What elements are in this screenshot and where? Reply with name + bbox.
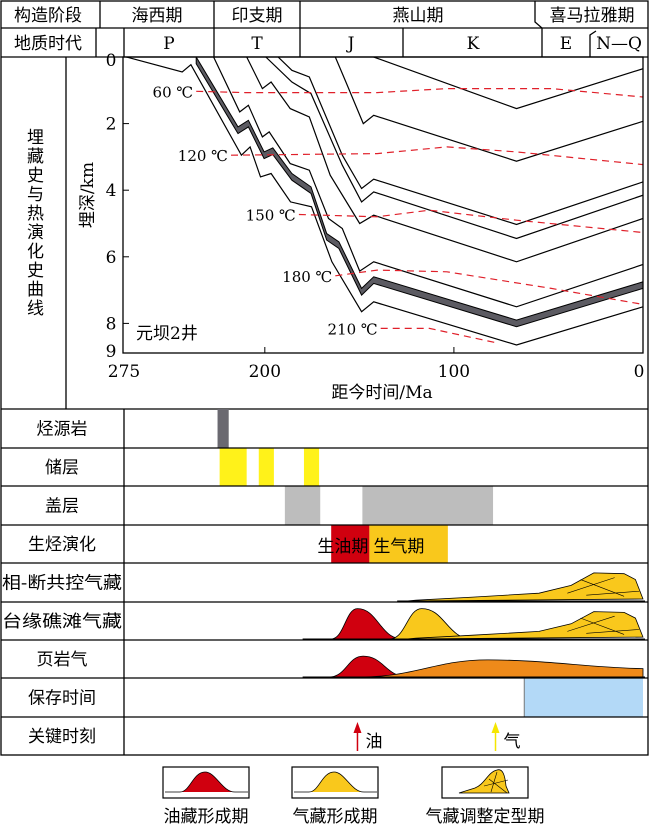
burial-line-0 — [373, 57, 643, 110]
stage-header-label: 构造阶段 — [14, 6, 82, 26]
isotherm-label: 60 ℃ — [153, 83, 194, 101]
gas-window-bar — [369, 525, 448, 563]
legend-adjust-label: 气藏调整定型期 — [426, 807, 545, 827]
oil-moment-arrowhead-icon — [353, 722, 362, 733]
stage-himalayan: 喜马拉雅期 — [550, 6, 635, 26]
burial-line-5 — [213, 57, 643, 308]
oil-moment-label: 油 — [365, 732, 382, 752]
row-label-key-moment: 关键时刻 — [28, 727, 96, 747]
preservation-bar — [524, 678, 643, 717]
shale-gas-shape — [359, 659, 644, 678]
period-p: P — [163, 34, 174, 54]
source-rock-burial-band — [195, 57, 643, 328]
row-label-shale-gas: 页岩气 — [37, 650, 88, 670]
isotherm-label: 180 ℃ — [282, 268, 332, 286]
y-tick-label: 6 — [106, 248, 117, 268]
period-header-label: 地质时代 — [14, 34, 82, 54]
isotherm-label: 150 ℃ — [246, 207, 296, 225]
oil-window-label: 生油期 — [317, 537, 368, 557]
period-t: T — [251, 34, 263, 54]
isotherm-line — [380, 327, 500, 344]
isotherm-line — [335, 269, 643, 305]
reservoir-bar — [303, 448, 320, 486]
burial-line-2 — [277, 57, 643, 226]
header-table: 构造阶段 海西期 印支期 燕山期 喜马拉雅期 地质时代 P T J K E N—… — [0, 0, 649, 756]
x-tick-label: 0 — [634, 362, 645, 382]
x-axis-label: 距今时间/Ma — [331, 383, 432, 403]
isotherm-line — [230, 146, 643, 166]
gas-window-label: 生气期 — [373, 537, 424, 557]
gas-moment-arrowhead-icon — [491, 722, 500, 733]
plot-frame — [122, 56, 644, 354]
y-tick-label: 0 — [106, 51, 117, 71]
legend-oil-label: 油藏形成期 — [164, 807, 249, 827]
burial-line-3 — [265, 57, 643, 240]
period-n-q: N—Q — [596, 34, 642, 54]
reservoir-bar — [219, 448, 247, 486]
row-label-source-rock: 烃源岩 — [37, 420, 88, 440]
legend-adjust-shape — [458, 769, 510, 794]
stage-hercynian: 海西期 — [132, 6, 183, 26]
gas-pool-adjustment-shape — [406, 611, 644, 640]
gas-pool-adjustment-shape — [406, 572, 644, 602]
period-k: K — [467, 34, 480, 54]
burial-line-4 — [246, 57, 643, 263]
chart-section-label: 埋藏史与热演化史曲线 — [23, 128, 44, 318]
stage-yanshanian: 燕山期 — [393, 6, 444, 26]
legend: 油藏形成期 气藏形成期 气藏调整定型期 — [162, 766, 545, 827]
y-tick-label: 9 — [106, 342, 117, 362]
source-rock-bar — [217, 409, 229, 448]
x-tick-label: 275 — [108, 362, 140, 382]
burial-line-6 — [126, 57, 643, 346]
row-label-hydrocarbon-generation: 生烃演化 — [28, 535, 96, 555]
period-e: E — [560, 34, 572, 54]
isotherm-label: 210 ℃ — [328, 320, 378, 338]
legend-oil-shape — [165, 771, 248, 793]
legend-gas-label: 气藏形成期 — [293, 807, 378, 827]
row-label-reservoir: 储层 — [45, 458, 79, 478]
y-tick-label: 8 — [106, 314, 117, 334]
row-label-preservation: 保存时间 — [28, 689, 96, 709]
x-tick-label: 100 — [438, 362, 470, 382]
row-label-cap-rock: 盖层 — [45, 497, 79, 517]
burial-plot: 60 ℃ 120 ℃ 150 ℃ 180 ℃ 210 ℃ — [126, 57, 643, 346]
x-tick-label: 200 — [249, 362, 281, 382]
y-tick-label: 2 — [106, 115, 117, 135]
period-j: J — [346, 34, 355, 54]
isotherm-label: 120 ℃ — [178, 147, 228, 165]
isotherm-line — [196, 87, 643, 98]
legend-gas-shape — [294, 771, 377, 793]
stage-indosinian: 印支期 — [232, 6, 283, 26]
oil-window-bar — [331, 525, 370, 563]
row-label-facies-fault-gas-pool: 相-断共控气藏 — [2, 574, 122, 594]
cap-rock-bar — [362, 486, 494, 525]
well-name: 元坝2井 — [136, 324, 198, 344]
y-axis-label: 埋深/km — [78, 162, 98, 228]
gas-pool-formation-shape — [389, 608, 473, 640]
oil-pool-formation-shape — [330, 608, 403, 640]
isotherm-line — [298, 209, 643, 234]
gas-moment-label: 气 — [504, 732, 521, 752]
row-label-reef-shoal-gas-pool: 台缘礁滩气藏 — [2, 612, 122, 632]
burial-line-1 — [334, 57, 643, 162]
y-tick-label: 4 — [106, 181, 117, 201]
reservoir-bar — [258, 448, 274, 486]
cap-rock-bar — [284, 486, 321, 525]
